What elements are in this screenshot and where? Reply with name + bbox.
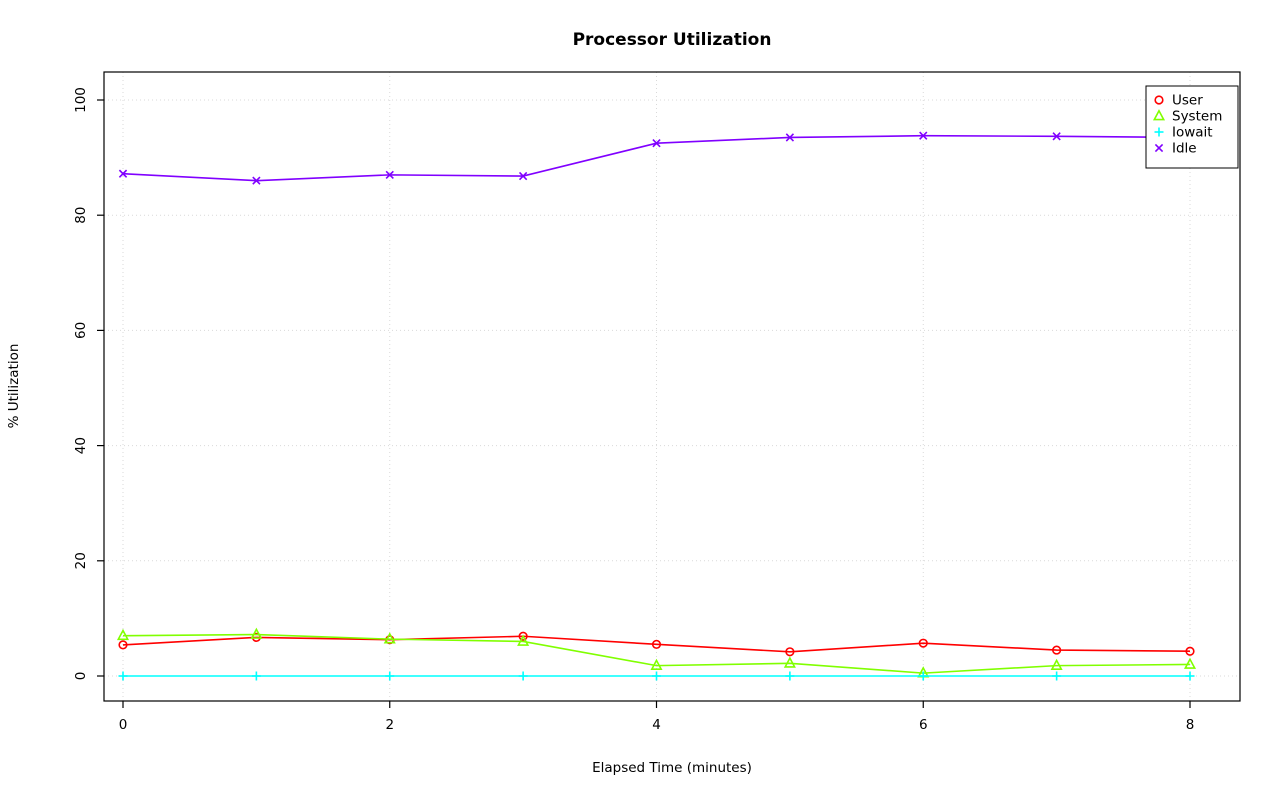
series-marker-idle	[652, 139, 661, 148]
legend-marker-system	[1152, 109, 1166, 121]
series-marker-idle	[919, 131, 928, 140]
x-axis-tick-label: 8	[1186, 717, 1195, 733]
series-marker-idle	[118, 169, 128, 178]
legend-box	[1145, 85, 1239, 169]
series-marker-idle	[518, 171, 528, 181]
series-marker-system	[250, 627, 263, 639]
x-axis-tick-label: 4	[652, 717, 661, 733]
series-line-system	[122, 633, 1191, 674]
series-marker-system	[383, 632, 396, 644]
legend-label-system: System	[1172, 109, 1222, 125]
series-marker-user	[1185, 646, 1195, 656]
series-line-user	[122, 635, 1191, 653]
series-marker-system	[116, 628, 130, 641]
series-marker-idle	[1052, 132, 1061, 141]
legend-marker-user	[1154, 95, 1164, 105]
y-axis-tick-label: 60	[73, 322, 89, 339]
legend-label-iowait: Iowait	[1172, 125, 1213, 141]
series-marker-user	[118, 640, 128, 650]
y-axis-tick-label: 80	[73, 207, 89, 224]
chart-title: Processor Utilization	[572, 30, 772, 50]
x-axis-tick-label: 6	[919, 717, 928, 733]
x-axis-tick-label: 0	[119, 717, 128, 733]
series-marker-system	[650, 658, 663, 671]
series-marker-user	[785, 647, 795, 657]
y-axis-tick-label: 100	[73, 87, 89, 113]
x-axis-tick-label: 2	[385, 717, 394, 733]
series-marker-user	[518, 631, 528, 641]
series-marker-idle	[252, 176, 261, 185]
series-marker-user	[918, 638, 928, 648]
y-axis-tick-label: 0	[73, 672, 89, 681]
series-marker-system	[517, 634, 530, 646]
y-axis-tick-label: 20	[73, 552, 89, 569]
legend-marker-idle	[1154, 143, 1164, 153]
series-marker-user	[651, 639, 662, 649]
series-marker-system	[1183, 657, 1197, 669]
legend-label-user: User	[1172, 93, 1203, 109]
y-axis-tick-label: 40	[73, 437, 89, 454]
series-marker-system	[1050, 658, 1063, 671]
x-axis-label: Elapsed Time (minutes)	[592, 760, 752, 776]
series-marker-user	[1052, 645, 1062, 655]
series-marker-system	[783, 656, 796, 668]
series-marker-idle	[785, 133, 795, 142]
plot-border	[103, 71, 1241, 702]
series-marker-idle	[385, 170, 394, 180]
legend-label-idle: Idle	[1172, 141, 1197, 157]
